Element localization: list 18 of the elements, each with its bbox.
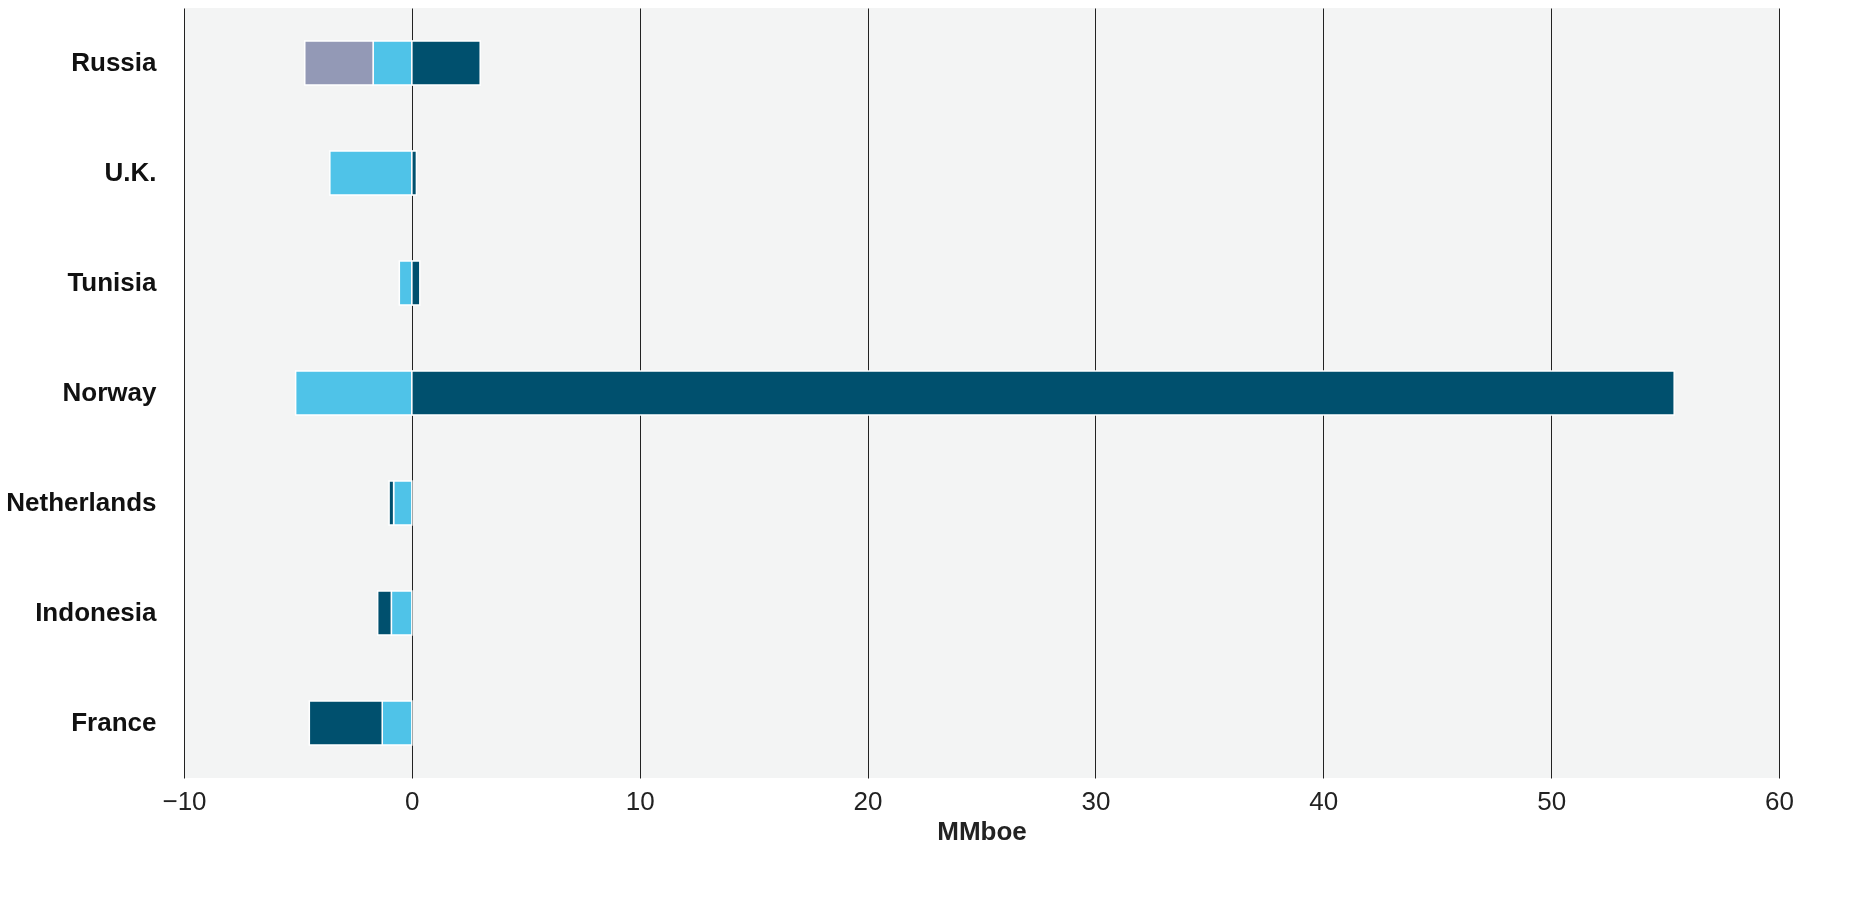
y-tick-label: France: [71, 707, 157, 737]
x-tick-label: −10: [162, 785, 207, 816]
y-tick-label: U.K.: [104, 157, 157, 187]
bar: [392, 480, 413, 526]
y-tick-label: Tunisia: [67, 267, 158, 297]
y-tick-label: Russia: [71, 47, 158, 77]
x-axis-title: MMboe: [937, 815, 1027, 846]
x-tick-label: 50: [1537, 785, 1567, 816]
x-tick-label: 30: [1081, 785, 1111, 816]
y-tick-label: Netherlands: [6, 487, 157, 517]
x-tick-label: 0: [405, 785, 420, 816]
x-tick-label: 60: [1765, 785, 1794, 816]
y-tick-label: Norway: [62, 377, 158, 407]
x-tick-label: 20: [853, 785, 883, 816]
bar: [329, 150, 413, 196]
x-tick-label: 10: [625, 785, 655, 816]
x-tick-label: 40: [1309, 785, 1339, 816]
y-tick-label: Indonesia: [35, 597, 158, 627]
